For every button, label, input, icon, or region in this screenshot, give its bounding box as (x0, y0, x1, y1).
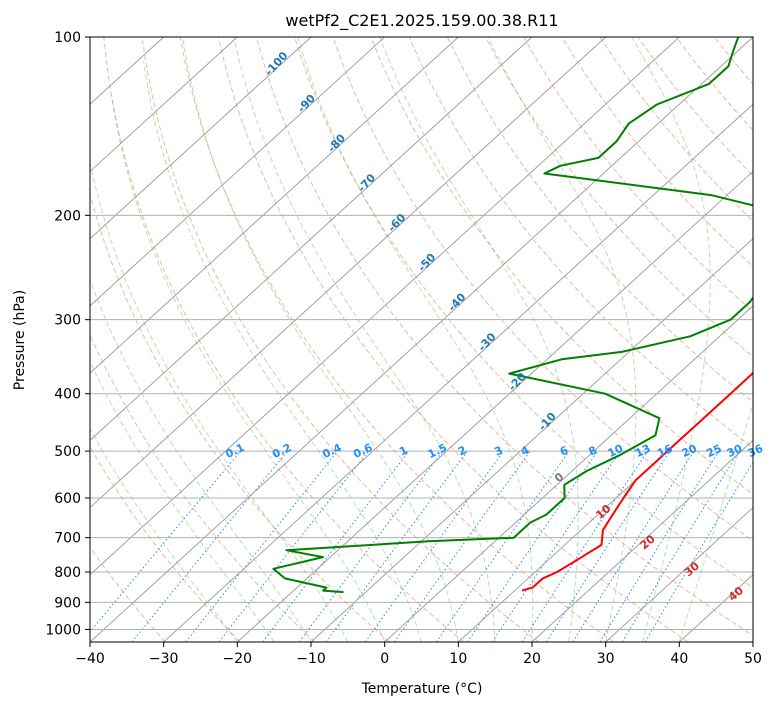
moist-adiabat (90, 427, 238, 642)
mixing-ratio-line (90, 450, 242, 633)
dry-adiabat (370, 37, 753, 495)
moist-adiabat (678, 401, 753, 642)
x-axis: −40 −30 −20 −10 0 10 20 30 40 50 (75, 642, 762, 667)
y-tick-label: 900 (54, 595, 81, 611)
y-tick-label: 800 (54, 565, 81, 581)
isotherm (384, 305, 753, 642)
x-axis-label: Temperature (°C) (361, 681, 483, 697)
moist-adiabat (90, 160, 349, 642)
isotherm (90, 37, 606, 509)
mixing-ratio-line (325, 450, 468, 642)
moist-adiabat (379, 37, 579, 642)
plot-frame (89, 36, 754, 643)
isotherm (163, 103, 753, 642)
moist-adiabat (631, 37, 711, 642)
mixing-ratio-line (572, 450, 695, 642)
dry-adiabat (179, 37, 614, 642)
mixing-ratio-line (545, 450, 671, 642)
y-axis: 100 200 300 400 500 600 700 800 900 1000 (45, 30, 90, 638)
dry-adiabat (523, 37, 753, 313)
x-tick-label: 10 (449, 651, 467, 667)
x-tick-label: 30 (597, 651, 615, 667)
mixing-ratio-label: 25 (704, 442, 723, 460)
moist-adiabat (110, 94, 386, 642)
isotherm (90, 37, 459, 374)
y-tick-label: 200 (54, 208, 81, 224)
moist-adiabat (297, 37, 534, 642)
y-tick-label: 100 (54, 30, 81, 46)
mixing-ratio-label: 13 (633, 442, 652, 460)
chart-title: wetPf2_C2E1.2025.159.00.38.R11 (285, 11, 558, 31)
background-lines (90, 37, 753, 642)
isotherm (90, 37, 385, 307)
y-tick-label: 300 (54, 313, 81, 329)
isotherm (90, 37, 312, 240)
y-tick-label: 600 (54, 491, 81, 507)
x-tick-label: −10 (296, 651, 326, 667)
mixing-ratio-label: 20 (680, 442, 700, 460)
dry-adiabat (90, 445, 241, 642)
dry-adiabat (446, 37, 753, 403)
moist-adiabat (143, 61, 422, 642)
mixing-ratio-line (364, 450, 505, 642)
mixing-ratio-line (262, 450, 410, 642)
x-tick-label: −30 (149, 651, 179, 667)
x-tick-label: 0 (380, 651, 389, 667)
dry-adiabat (141, 37, 540, 642)
x-tick-label: −20 (223, 651, 253, 667)
mixing-ratio-line (467, 450, 599, 642)
y-tick-label: 700 (54, 531, 81, 547)
y-tick-label: 1000 (45, 622, 81, 638)
isotherm (605, 506, 753, 642)
isotherm (458, 372, 753, 642)
mixing-ratio-line (131, 450, 288, 642)
moist-adiabat (182, 37, 459, 642)
isotherm (237, 170, 753, 642)
y-axis-label: Pressure (hPa) (12, 290, 28, 390)
mixing-ratio-line (491, 450, 621, 642)
pressure-gridlines (90, 37, 753, 630)
isotherm (90, 37, 238, 173)
dry-adiabat (90, 333, 316, 642)
profile-line (521, 371, 753, 592)
dry-adiabat (217, 37, 689, 642)
isotherm (90, 37, 753, 642)
isotherm (531, 439, 753, 642)
dry-adiabat (103, 37, 465, 642)
x-tick-label: −40 (75, 651, 105, 667)
moist-adiabat (487, 37, 637, 642)
mixing-ratio-line (621, 450, 740, 642)
x-tick-label: 20 (523, 651, 541, 667)
y-tick-label: 400 (54, 387, 81, 403)
mixing-ratio-label: 30 (725, 442, 745, 460)
moist-adiabat (233, 37, 496, 642)
dry-adiabat (294, 37, 753, 589)
mixing-ratio-line (185, 450, 338, 642)
mixing-ratio-line (435, 450, 570, 642)
profile-line (272, 37, 753, 594)
y-tick-label: 500 (54, 444, 81, 460)
mixing-ratio-label: 36 (746, 442, 766, 460)
x-tick-label: 40 (670, 651, 688, 667)
mixing-ratio-label: 16 (655, 442, 675, 460)
profile-series (272, 37, 753, 594)
isotherm (90, 37, 680, 576)
isotherm (90, 37, 533, 441)
mixing-ratio-line (298, 450, 444, 642)
mixing-ratio-label: 10 (606, 442, 626, 460)
mixing-ratio-line (521, 450, 649, 642)
x-tick-label: 50 (744, 651, 762, 667)
